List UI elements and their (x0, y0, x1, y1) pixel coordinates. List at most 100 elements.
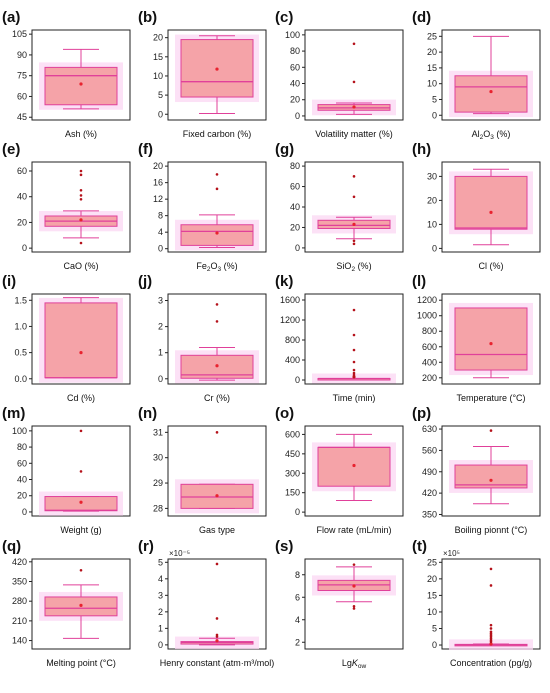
y-tick-label: 15 (153, 52, 163, 62)
panel-t: (t) 0 5 10 15 20 25 ×10⁵ Concentration (pg/g) (412, 538, 541, 668)
y-tick-label: 0 (295, 507, 300, 517)
panel-m: (m) 0 20 40 60 80 100 Weight (g) (2, 405, 131, 535)
y-tick-label: 1200 (280, 315, 300, 325)
y-tick-label: 20 (427, 47, 437, 57)
outlier-point (352, 348, 356, 352)
axis-frame (441, 29, 541, 121)
y-tick-label: 5 (158, 90, 163, 100)
mean-point (489, 89, 493, 94)
y-tick-label: 1 (158, 348, 163, 358)
y-tick-label: 20 (427, 195, 437, 205)
x-axis-label: Cr (%) (204, 393, 230, 403)
y-tick-label: 105 (12, 29, 27, 39)
outlier-point (489, 567, 493, 571)
mean-point (489, 642, 493, 646)
panel-letter: (p) (412, 405, 431, 422)
y-tick-label: 0 (158, 374, 163, 384)
y-tick-label: 800 (285, 335, 300, 345)
panel-letter: (s) (275, 538, 293, 555)
x-axis-label: Cd (%) (67, 393, 95, 403)
panel-f: (f) 0 4 8 12 16 20 Fe2O3 (%) (138, 141, 267, 273)
panel-letter: (g) (275, 141, 294, 158)
y-tick-label: 15 (427, 590, 437, 600)
panel-a: (a) 45 60 75 90 105 Ash (%) (2, 9, 131, 139)
y-tick-label: 60 (290, 182, 300, 192)
outlier-point (489, 627, 493, 630)
y-tick-label: 40 (17, 192, 27, 202)
outlier-point (352, 604, 356, 608)
iqr-box (44, 302, 118, 379)
x-axis-label: Fe2O3 (%) (196, 261, 237, 273)
axis-exponent: ×10⁻⁵ (169, 549, 190, 558)
y-tick-label: 25 (427, 557, 437, 567)
mean-point (352, 463, 356, 468)
iqr-box (454, 307, 528, 371)
axis-frame (441, 161, 541, 253)
outlier-point (352, 242, 356, 246)
y-tick-label: 1000 (417, 311, 437, 321)
mean-point (215, 494, 219, 498)
x-axis-label: Al2O3 (%) (472, 129, 511, 141)
outlier-point (79, 169, 83, 173)
mean-point (215, 67, 219, 71)
y-tick-label: 630 (422, 424, 437, 434)
mean-point (79, 603, 83, 608)
y-tick-label: 490 (422, 467, 437, 477)
panel-letter: (d) (412, 9, 431, 26)
panel-letter: (q) (2, 538, 21, 555)
y-tick-label: 20 (427, 574, 437, 584)
mean-point (489, 478, 493, 482)
outlier-point (79, 197, 83, 201)
y-tick-label: 16 (153, 178, 163, 188)
mean-point (489, 210, 493, 214)
panel-s: (s) 2 4 6 8 LgKow (275, 538, 404, 670)
panel-letter: (h) (412, 141, 431, 158)
y-tick-label: 150 (285, 488, 300, 498)
panel-letter: (b) (138, 9, 157, 26)
x-axis-label: SiO2 (%) (336, 261, 371, 273)
y-tick-label: 0.0 (14, 374, 27, 384)
y-tick-label: 60 (17, 91, 27, 101)
outlier-point (352, 195, 356, 199)
y-tick-label: 1600 (280, 295, 300, 305)
panel-h: (h) 0 10 20 30 Cl (%) (412, 141, 541, 271)
y-tick-label: 60 (17, 458, 27, 468)
mean-point (215, 364, 219, 368)
x-axis-label: Concentration (pg/g) (450, 658, 532, 668)
y-tick-label: 10 (153, 71, 163, 81)
y-tick-label: 0 (295, 111, 300, 121)
mean-point (215, 639, 219, 643)
axis-exponent: ×10⁵ (443, 549, 460, 558)
mean-point (352, 105, 356, 109)
panel-letter: (j) (138, 273, 152, 290)
y-tick-label: 1.0 (14, 321, 27, 331)
x-axis-label: Henry constant (atm·m³/mol) (160, 658, 275, 668)
panel-p: (p) 350 420 490 560 630 Boiling pionnt (°C) (412, 405, 541, 535)
y-tick-label: 5 (432, 94, 437, 104)
x-axis-label: CaO (%) (63, 261, 98, 271)
y-tick-label: 15 (427, 63, 437, 73)
outlier-point (215, 173, 219, 176)
y-tick-label: 400 (422, 357, 437, 367)
axis-frame (304, 293, 404, 385)
y-tick-label: 100 (12, 426, 27, 436)
y-tick-label: 10 (427, 79, 437, 89)
x-axis-label: Melting point (°C) (46, 658, 116, 668)
outlier-point (79, 194, 83, 197)
y-tick-label: 280 (12, 596, 27, 606)
axis-frame (167, 293, 267, 385)
panel-r: (r) 0 1 2 3 4 5 ×10⁻⁵ Henry constant (atm·m³/mol… (138, 538, 274, 668)
outlier-point (352, 371, 356, 375)
panel-letter: (c) (275, 9, 293, 26)
y-tick-label: 31 (153, 427, 163, 437)
panel-letter: (i) (2, 273, 16, 290)
y-tick-label: 4 (158, 227, 163, 237)
panel-letter: (l) (412, 273, 426, 290)
panel-i: (i) 0.0 0.5 1.0 1.5 Cd (%) (2, 273, 131, 403)
y-tick-label: 1.5 (14, 295, 27, 305)
panel-letter: (n) (138, 405, 157, 422)
y-tick-label: 25 (427, 31, 437, 41)
panel-l: (l) 200 400 600 800 1000 1200 Temperature (°C) (412, 273, 541, 403)
outlier-point (352, 563, 356, 566)
